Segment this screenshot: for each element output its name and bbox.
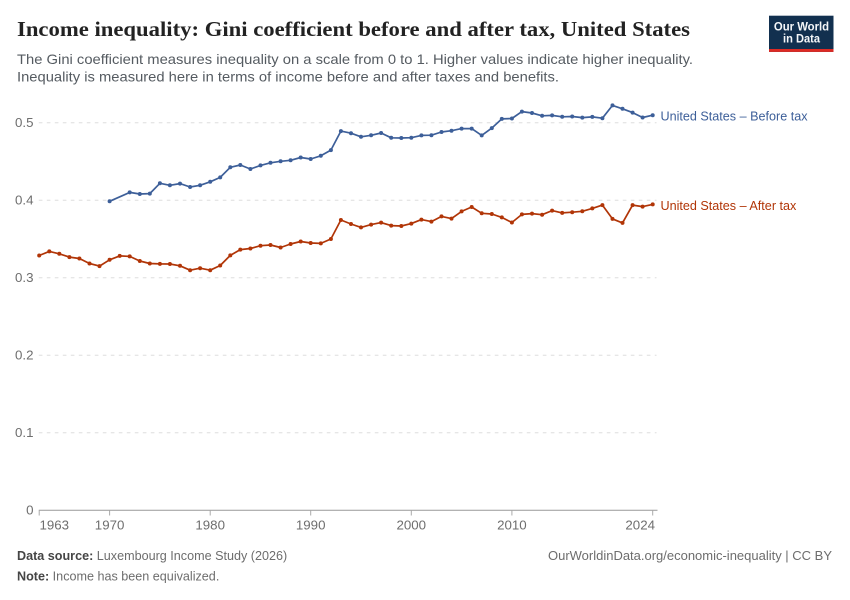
svg-text:2024: 2024	[625, 517, 655, 532]
svg-text:0.2: 0.2	[15, 347, 34, 362]
svg-text:The Gini coefficient measures: The Gini coefficient measures inequality…	[17, 51, 693, 67]
svg-text:Inequality is measured here in: Inequality is measured here in terms of …	[17, 69, 559, 85]
svg-text:0.1: 0.1	[15, 425, 34, 440]
svg-text:2010: 2010	[497, 517, 527, 532]
svg-text:United States – After tax: United States – After tax	[661, 199, 798, 213]
svg-text:0.5: 0.5	[15, 115, 34, 130]
svg-text:OurWorldinData.org/economic-in: OurWorldinData.org/economic-inequality |…	[548, 549, 833, 563]
svg-text:United States – Before tax: United States – Before tax	[661, 110, 809, 124]
svg-text:1990: 1990	[296, 517, 326, 532]
svg-text:Income inequality: Gini coeffi: Income inequality: Gini coefficient befo…	[17, 17, 690, 41]
svg-text:0.4: 0.4	[15, 192, 34, 207]
svg-text:0.3: 0.3	[15, 270, 34, 285]
svg-text:2000: 2000	[397, 517, 427, 532]
svg-text:1970: 1970	[95, 517, 125, 532]
svg-text:in Data: in Data	[783, 32, 820, 46]
svg-text:1980: 1980	[195, 517, 225, 532]
svg-text:1963: 1963	[40, 517, 70, 532]
svg-text:Note: Income has been equivali: Note: Income has been equivalized.	[17, 570, 219, 584]
svg-text:Data source: Luxembourg Income: Data source: Luxembourg Income Study (20…	[17, 549, 287, 563]
svg-text:0: 0	[26, 502, 33, 517]
svg-text:Our World: Our World	[774, 20, 829, 34]
